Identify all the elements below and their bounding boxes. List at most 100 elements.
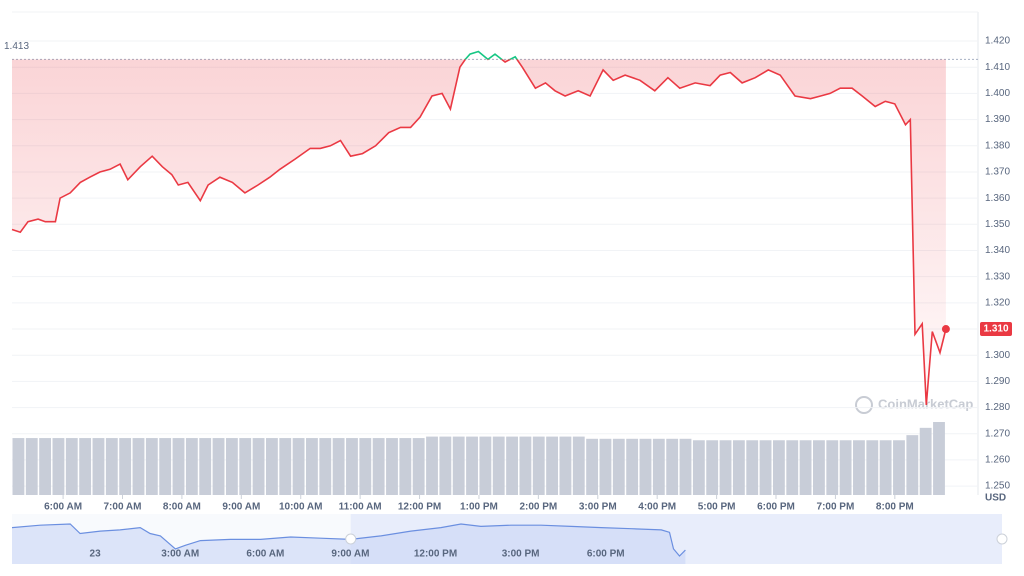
volume-bar <box>893 440 905 495</box>
volume-bar <box>172 438 185 495</box>
navigator-tick-label: 3:00 PM <box>502 549 540 560</box>
y-tick-label: 1.320 <box>985 297 1010 308</box>
x-tick-label: 9:00 AM <box>222 502 260 513</box>
x-tick-label: 8:00 PM <box>876 502 914 513</box>
volume-bar <box>719 440 732 495</box>
volume-bar <box>279 438 292 495</box>
volume-bar <box>813 440 825 495</box>
navigator-tick-label: 6:00 AM <box>246 549 284 560</box>
y-tick-label: 1.290 <box>985 376 1010 387</box>
volume-bar <box>586 438 599 495</box>
x-tick-label: 8:00 AM <box>163 502 201 513</box>
volume-bar <box>346 438 358 495</box>
volume-bar <box>626 438 639 495</box>
volume-bar <box>439 436 452 495</box>
area-below <box>12 59 946 405</box>
navigator-tick-label: 12:00 PM <box>414 549 457 560</box>
y-tick-label: 1.300 <box>985 350 1010 361</box>
volume-bar <box>599 438 612 495</box>
volume-bar <box>252 438 265 495</box>
volume-bar <box>506 436 518 495</box>
volume-bar <box>746 440 759 495</box>
volume-bar <box>39 438 52 495</box>
volume-bar <box>906 435 919 495</box>
navigator-tick-label: 23 <box>90 549 102 560</box>
volume-bar <box>332 438 345 495</box>
price-line-down <box>11 59 947 405</box>
volume-bar <box>399 438 412 495</box>
x-tick-label: 7:00 PM <box>817 502 855 513</box>
volume-bar <box>92 438 105 495</box>
volume-bar <box>306 438 318 495</box>
volume-bar <box>652 438 665 495</box>
volume-bar <box>199 438 212 495</box>
volume-bar <box>879 440 892 495</box>
volume-bar <box>826 440 839 495</box>
volume-bar <box>853 440 865 495</box>
navigator-handle[interactable] <box>996 533 1008 545</box>
volume-bar <box>772 440 785 495</box>
volume-bar <box>412 438 425 495</box>
y-tick-label: 1.340 <box>985 245 1010 256</box>
navigator-handle[interactable] <box>345 533 357 545</box>
y-tick-label: 1.400 <box>985 88 1010 99</box>
x-tick-label: 3:00 PM <box>579 502 617 513</box>
x-tick-label: 12:00 PM <box>398 502 441 513</box>
volume-bar <box>132 438 145 495</box>
volume-bar <box>666 438 679 495</box>
volume-bar <box>786 440 799 495</box>
x-tick-label: 10:00 AM <box>279 502 323 513</box>
volume-bar <box>532 436 545 495</box>
volume-bar <box>799 440 812 495</box>
volume-bar <box>225 438 238 495</box>
volume-bar <box>265 438 278 495</box>
volume-bar <box>612 438 625 495</box>
x-tick-label: 7:00 AM <box>104 502 142 513</box>
x-tick-label: 5:00 PM <box>698 502 736 513</box>
y-tick-label: 1.410 <box>985 62 1010 73</box>
volume-bar <box>452 436 465 495</box>
y-tick-label: 1.270 <box>985 428 1010 439</box>
y-tick-label: 1.360 <box>985 193 1010 204</box>
volume-bar <box>185 438 198 495</box>
volume-bar <box>25 438 38 495</box>
y-tick-label: 1.420 <box>985 36 1010 47</box>
y-tick-label: 1.260 <box>985 455 1010 466</box>
last-price-dot <box>941 325 950 334</box>
navigator-tick-label: 6:00 PM <box>587 549 625 560</box>
navigator-line <box>11 523 686 557</box>
price-tag-label: 1.310 <box>983 324 1008 335</box>
y-tick-label: 1.330 <box>985 271 1010 282</box>
volume-bar <box>546 436 559 495</box>
y-tick-label: 1.280 <box>985 402 1010 413</box>
volume-bar <box>492 436 505 495</box>
volume-bar <box>65 438 78 495</box>
x-tick-label: 11:00 AM <box>339 502 382 513</box>
volume-bar <box>386 438 398 495</box>
volume-bar <box>572 436 585 495</box>
volume-bar <box>479 436 492 495</box>
volume-bar <box>119 438 132 495</box>
volume-bar <box>52 438 65 495</box>
volume-bar <box>706 440 719 495</box>
y-tick-label: 1.350 <box>985 219 1010 230</box>
volume-bar <box>372 438 385 495</box>
volume-bar <box>12 438 25 495</box>
baseline-label: 1.413 <box>4 41 29 52</box>
volume-bar <box>919 427 932 495</box>
x-tick-label: 6:00 AM <box>44 502 82 513</box>
y-tick-label: 1.370 <box>985 167 1010 178</box>
volume-bar <box>559 436 572 495</box>
y-tick-label: 1.250 <box>985 481 1010 492</box>
volume-bar <box>732 440 745 495</box>
price-line-up <box>464 50 518 60</box>
volume-bar <box>105 438 118 495</box>
volume-bar <box>426 436 438 495</box>
volume-bar <box>519 436 532 495</box>
volume-bar <box>466 436 478 495</box>
volume-bar <box>839 440 852 495</box>
volume-bar <box>79 438 92 495</box>
volume-bar <box>212 438 225 495</box>
y-unit: USD <box>985 493 1006 504</box>
